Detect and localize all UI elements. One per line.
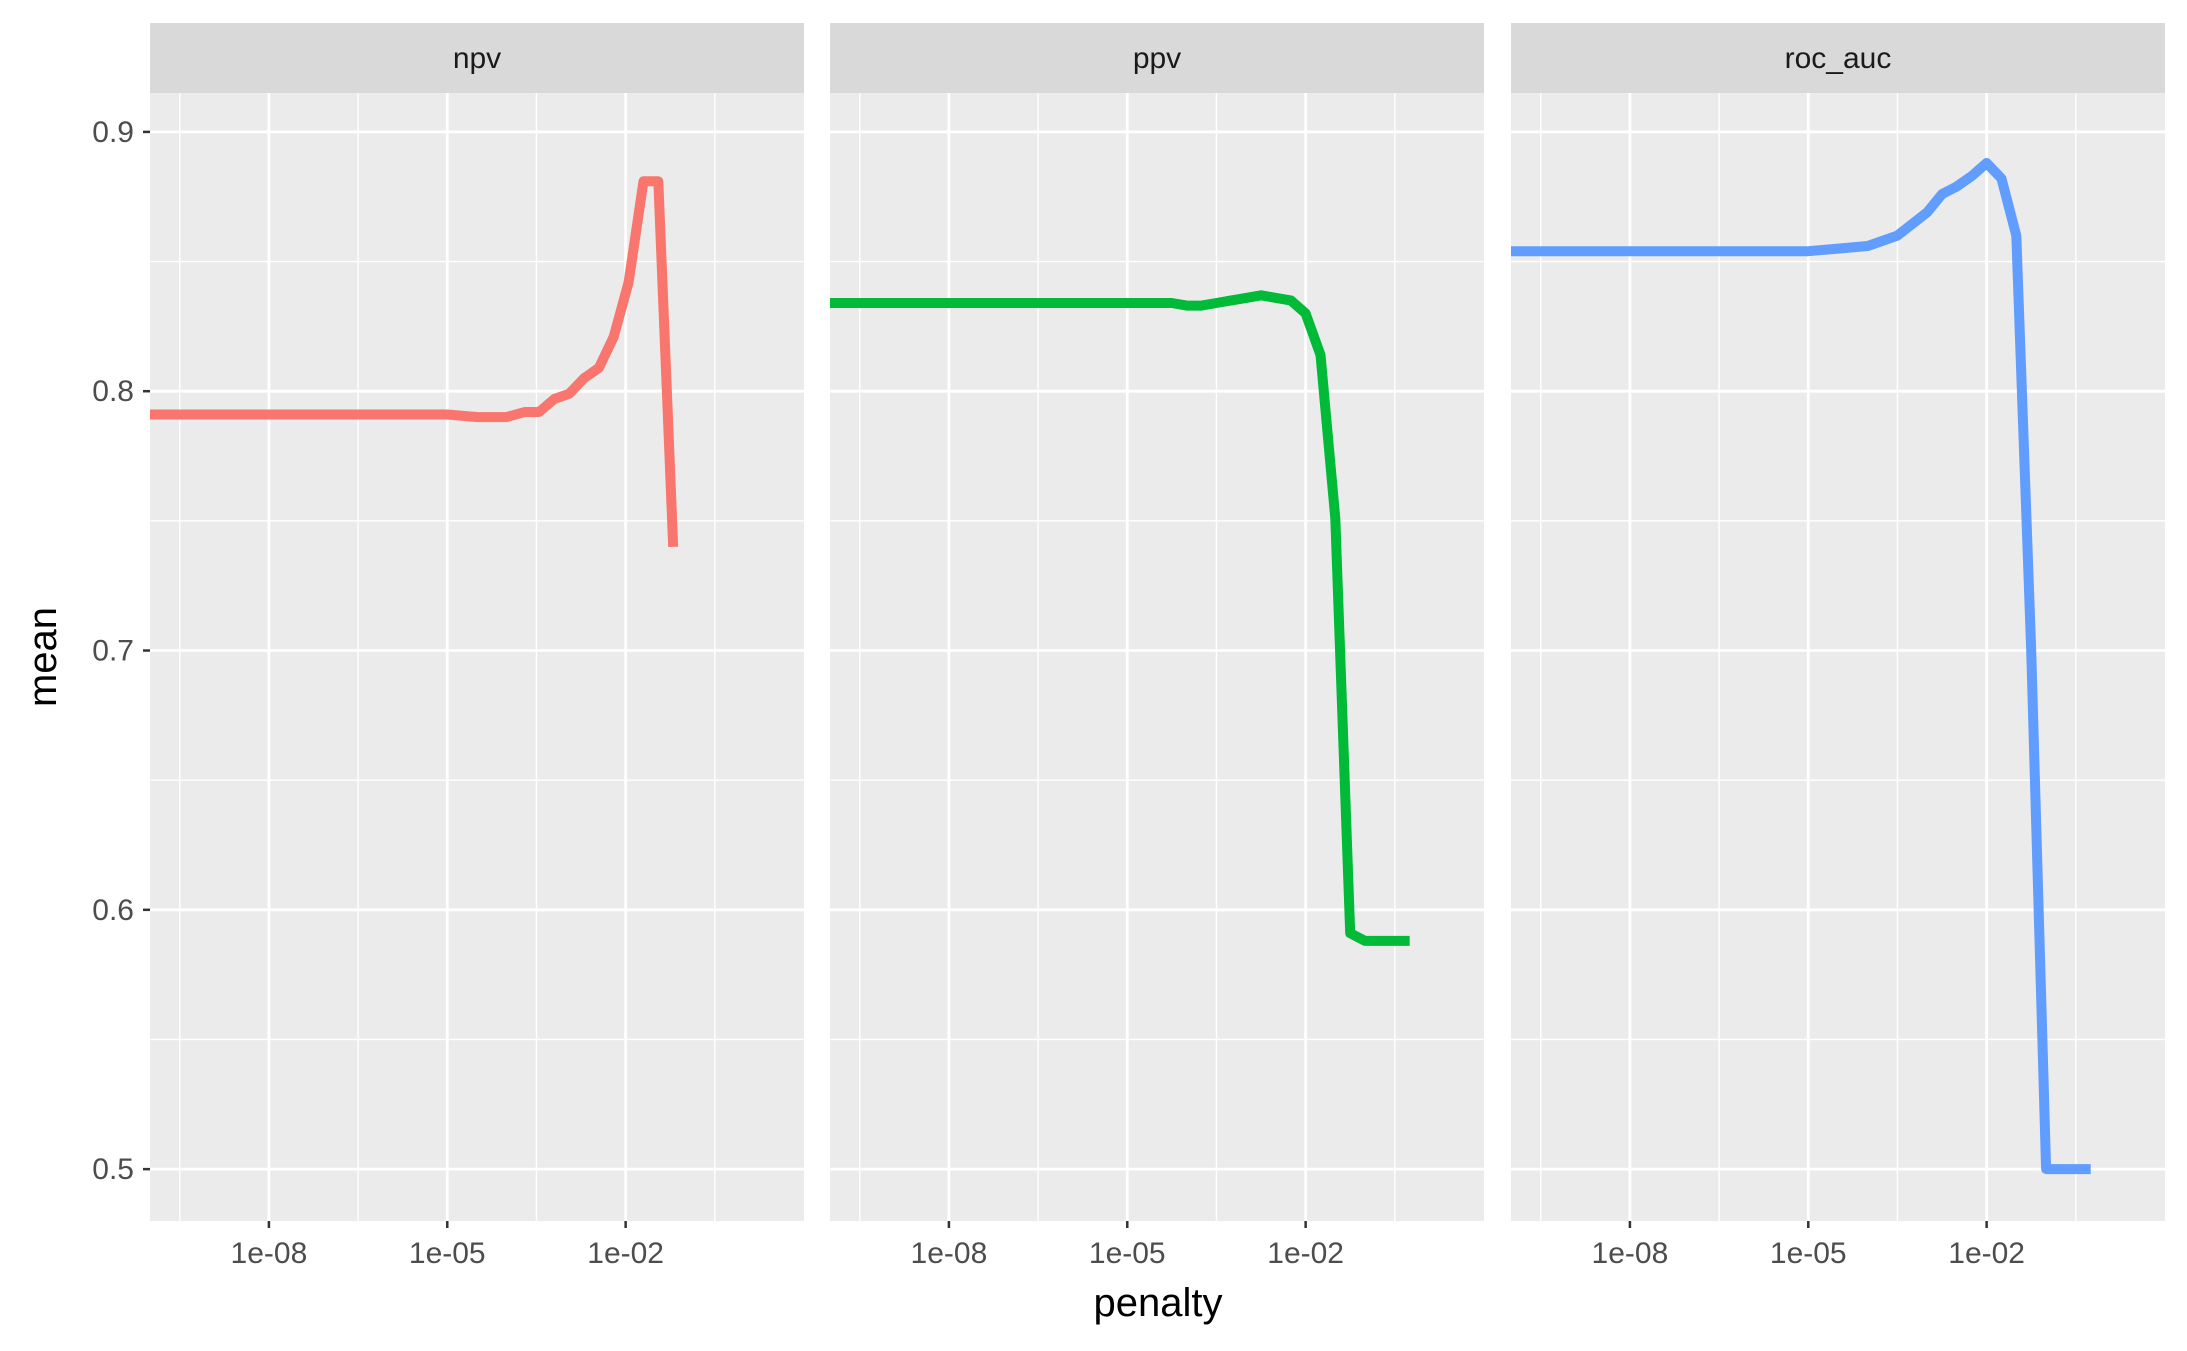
x-tick-label: 1e-08 [911,1237,988,1270]
facet-panel-npv: npv [150,23,804,1221]
x-tick-label: 1e-02 [1267,1237,1344,1270]
series-line-npv [150,176,679,548]
panel-background [1511,93,2165,1221]
x-tick-label: 1e-02 [1948,1237,2025,1270]
facet-strip-label: roc_auc [1785,42,1892,75]
x-tick-label: 1e-05 [1089,1237,1166,1270]
x-axis-title: penalty [1094,1281,1223,1325]
y-tick-label: 0.7 [92,635,134,668]
x-tick-label: 1e-02 [587,1237,664,1270]
facet-strip [150,23,804,93]
y-axis: 0.5 0.6 0.7 0.8 0.9 [92,116,150,1186]
y-tick-label: 0.5 [92,1153,134,1186]
facet-strip-label: npv [453,42,501,75]
facet-panel-roc_auc: roc_auc [1511,23,2165,1221]
y-axis-title: mean [21,607,65,707]
x-tick-label: 1e-08 [1592,1237,1669,1270]
panel-background [150,93,804,1221]
facet-strip [830,23,1484,93]
x-tick-label: 1e-05 [1770,1237,1847,1270]
x-tick-label: 1e-08 [231,1237,308,1270]
panel-background [830,93,1484,1221]
facet-panels: npv ppv roc_auc [150,23,2165,1221]
facet-strip-label: ppv [1133,42,1181,75]
x-axis: 1e-08 1e-05 1e-02 1e-08 1e-05 1e-02 1e-08 1e-05… [231,1221,2025,1270]
series-line-ppv [830,290,1410,946]
y-tick-label: 0.9 [92,116,134,149]
y-tick-label: 0.8 [92,375,134,408]
x-tick-label: 1e-05 [409,1237,486,1270]
series-line-roc_auc [1511,158,2091,1175]
facet-strip [1511,23,2165,93]
y-tick-label: 0.6 [92,894,134,927]
facet-panel-ppv: ppv [830,23,1484,1221]
